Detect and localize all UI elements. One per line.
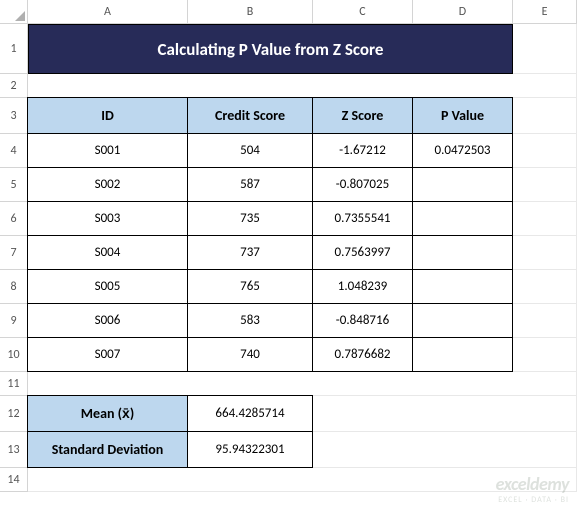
row-header-6[interactable]: 6 [0,202,28,236]
watermark-subtext: EXCEL · DATA · BI [496,495,569,505]
row-header-3[interactable]: 3 [0,98,28,134]
table-row[interactable]: S006 [27,303,188,338]
th-credit: Credit Score [187,97,313,134]
table-row[interactable] [412,201,513,236]
table-row[interactable]: S002 [27,167,188,202]
table-row[interactable]: 735 [187,201,313,236]
table-row[interactable]: S003 [27,201,188,236]
table-row[interactable]: 737 [187,235,313,270]
table-row[interactable]: 0.0472503 [412,133,513,168]
row-header-11[interactable]: 11 [0,372,28,396]
row-header-5[interactable]: 5 [0,168,28,202]
row-header-13[interactable]: 13 [0,432,28,468]
th-p: P Value [412,97,513,134]
row-header-12[interactable]: 12 [0,396,28,432]
table-row[interactable]: S007 [27,337,188,372]
table-row[interactable] [412,269,513,304]
table-row[interactable]: 583 [187,303,313,338]
table-row[interactable]: 0.7563997 [312,235,413,270]
sd-value[interactable]: 95.94322301 [187,431,313,468]
table-row[interactable]: 740 [187,337,313,372]
row-header-7[interactable]: 7 [0,236,28,270]
th-id: ID [27,97,188,134]
col-header-C[interactable]: C [313,0,413,24]
table-row[interactable]: 0.7355541 [312,201,413,236]
table-row[interactable] [412,235,513,270]
spreadsheet-grid: A B C D E 1 2 3 4 5 6 7 8 9 10 11 12 13 … [0,0,581,492]
table-row[interactable]: -1.67212 [312,133,413,168]
table-row[interactable] [412,167,513,202]
th-z: Z Score [312,97,413,134]
row-header-14[interactable]: 14 [0,468,28,492]
sd-label: Standard Deviation [27,431,188,468]
mean-label: Mean (x̄) [27,395,188,432]
table-row[interactable] [412,303,513,338]
table-row[interactable]: 1.048239 [312,269,413,304]
table-row[interactable]: S001 [27,133,188,168]
table-row[interactable]: S004 [27,235,188,270]
row-header-1[interactable]: 1 [0,24,28,74]
col-header-D[interactable]: D [413,0,513,24]
row-header-4[interactable]: 4 [0,134,28,168]
table-row[interactable]: 0.7876682 [312,337,413,372]
select-all-corner[interactable] [0,0,28,24]
row-header-2[interactable]: 2 [0,74,28,98]
row-header-10[interactable]: 10 [0,338,28,372]
table-row[interactable]: 504 [187,133,313,168]
table-row[interactable]: 587 [187,167,313,202]
table-row[interactable]: 765 [187,269,313,304]
col-header-E[interactable]: E [513,0,577,24]
row-header-8[interactable]: 8 [0,270,28,304]
page-title: Calculating P Value from Z Score [28,24,513,74]
table-row[interactable] [412,337,513,372]
mean-value[interactable]: 664.4285714 [187,395,313,432]
col-header-B[interactable]: B [188,0,313,24]
row-header-9[interactable]: 9 [0,304,28,338]
col-header-A[interactable]: A [28,0,188,24]
table-row[interactable]: S005 [27,269,188,304]
table-row[interactable]: -0.807025 [312,167,413,202]
table-row[interactable]: -0.848716 [312,303,413,338]
